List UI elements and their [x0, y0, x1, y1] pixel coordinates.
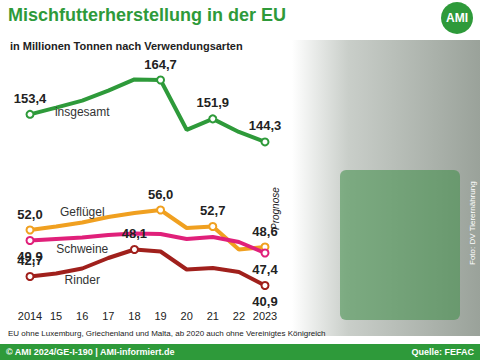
svg-text:48,1: 48,1	[122, 226, 147, 241]
svg-text:© AMI 2024/GE-I-190 | AMI-info: © AMI 2024/GE-I-190 | AMI-informiert.de	[6, 347, 175, 357]
svg-text:EU ohne Luxemburg, Griechenlan: EU ohne Luxemburg, Griechenland und Malt…	[8, 329, 326, 338]
svg-text:52,0: 52,0	[17, 207, 42, 222]
svg-text:22: 22	[233, 310, 245, 322]
svg-text:in Millionen Tonnen nach Verwe: in Millionen Tonnen nach Verwendungsarte…	[10, 40, 243, 52]
svg-text:151,9: 151,9	[197, 95, 230, 110]
svg-text:Rinder: Rinder	[65, 273, 100, 287]
svg-text:47,4: 47,4	[252, 262, 278, 277]
svg-text:Foto: DV Tierernährung: Foto: DV Tierernährung	[468, 181, 477, 265]
svg-text:52,7: 52,7	[200, 203, 225, 218]
svg-text:21: 21	[207, 310, 219, 322]
svg-text:Prognose: Prognose	[270, 187, 281, 230]
svg-text:2014: 2014	[18, 310, 42, 322]
svg-text:40,9: 40,9	[252, 294, 277, 309]
svg-text:Schweine: Schweine	[56, 242, 108, 256]
svg-text:18: 18	[128, 310, 140, 322]
svg-text:153,4: 153,4	[14, 91, 47, 106]
svg-text:48,6: 48,6	[252, 223, 278, 239]
svg-text:56,0: 56,0	[148, 187, 173, 202]
svg-text:AMI: AMI	[446, 11, 468, 25]
svg-text:42,7: 42,7	[17, 253, 42, 268]
svg-text:Quelle: FEFAC: Quelle: FEFAC	[411, 347, 474, 357]
svg-text:164,7: 164,7	[144, 57, 177, 72]
svg-text:17: 17	[102, 310, 114, 322]
svg-text:insgesamt: insgesamt	[55, 105, 110, 119]
svg-text:Mischfutterherstellung in der: Mischfutterherstellung in der EU	[8, 5, 286, 25]
svg-text:19: 19	[154, 310, 166, 322]
svg-text:144,3: 144,3	[249, 118, 282, 133]
svg-text:2023: 2023	[253, 310, 277, 322]
svg-text:20: 20	[181, 310, 193, 322]
svg-text:15: 15	[50, 310, 62, 322]
svg-text:Geflügel: Geflügel	[60, 205, 105, 219]
svg-text:16: 16	[76, 310, 88, 322]
